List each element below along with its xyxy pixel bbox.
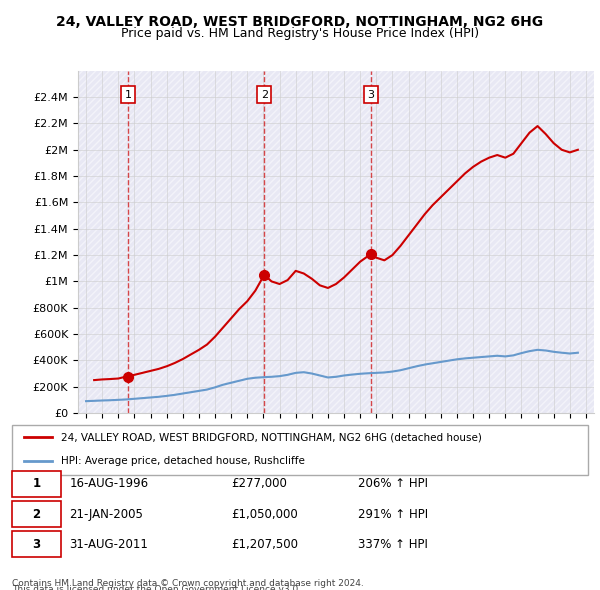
Text: 16-AUG-1996: 16-AUG-1996 [70, 477, 149, 490]
Text: 337% ↑ HPI: 337% ↑ HPI [358, 537, 427, 550]
Text: 21-JAN-2005: 21-JAN-2005 [70, 507, 143, 520]
Text: HPI: Average price, detached house, Rushcliffe: HPI: Average price, detached house, Rush… [61, 456, 305, 466]
Text: 1: 1 [125, 90, 132, 100]
Text: £277,000: £277,000 [231, 477, 287, 490]
Text: Contains HM Land Registry data © Crown copyright and database right 2024.: Contains HM Land Registry data © Crown c… [12, 579, 364, 588]
FancyBboxPatch shape [12, 471, 61, 497]
Text: 24, VALLEY ROAD, WEST BRIDGFORD, NOTTINGHAM, NG2 6HG: 24, VALLEY ROAD, WEST BRIDGFORD, NOTTING… [56, 15, 544, 29]
FancyBboxPatch shape [12, 501, 61, 527]
Text: 2: 2 [32, 507, 41, 520]
Text: 3: 3 [32, 537, 41, 550]
FancyBboxPatch shape [12, 425, 588, 475]
Text: Price paid vs. HM Land Registry's House Price Index (HPI): Price paid vs. HM Land Registry's House … [121, 27, 479, 40]
Text: 291% ↑ HPI: 291% ↑ HPI [358, 507, 428, 520]
Text: 3: 3 [367, 90, 374, 100]
FancyBboxPatch shape [12, 531, 61, 557]
Text: £1,050,000: £1,050,000 [231, 507, 298, 520]
Text: This data is licensed under the Open Government Licence v3.0.: This data is licensed under the Open Gov… [12, 585, 301, 590]
Text: 31-AUG-2011: 31-AUG-2011 [70, 537, 148, 550]
Text: £1,207,500: £1,207,500 [231, 537, 298, 550]
Text: 2: 2 [260, 90, 268, 100]
Text: 1: 1 [32, 477, 41, 490]
Text: 206% ↑ HPI: 206% ↑ HPI [358, 477, 428, 490]
Text: 24, VALLEY ROAD, WEST BRIDGFORD, NOTTINGHAM, NG2 6HG (detached house): 24, VALLEY ROAD, WEST BRIDGFORD, NOTTING… [61, 432, 482, 442]
